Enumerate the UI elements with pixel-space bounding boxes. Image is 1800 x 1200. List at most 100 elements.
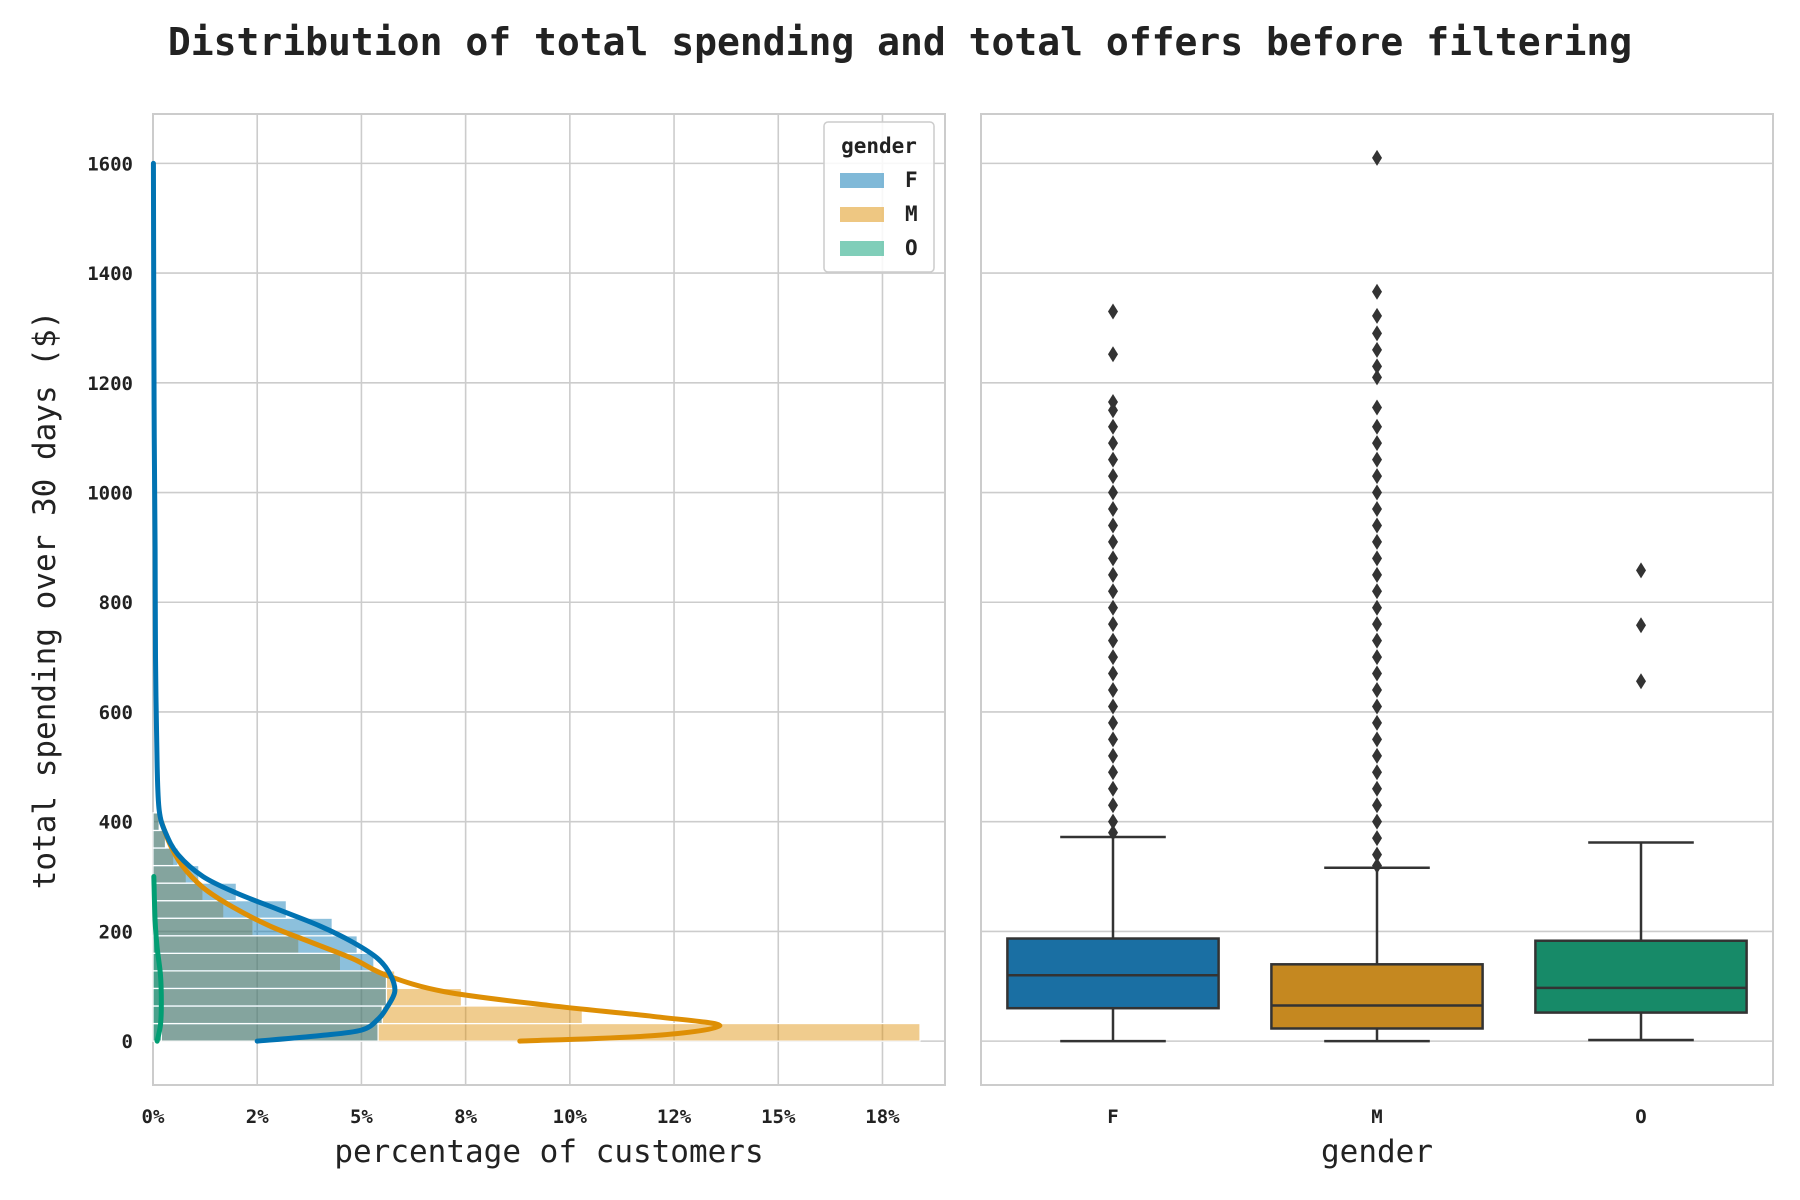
outlier-marker — [1372, 500, 1382, 517]
outlier-marker — [1372, 149, 1382, 166]
box-o — [1534, 562, 1748, 1042]
outlier-marker — [1372, 369, 1382, 386]
outlier-marker — [1372, 484, 1382, 501]
box-f — [1006, 303, 1220, 1043]
box-iqr — [1534, 939, 1748, 1014]
outlier-marker — [1372, 797, 1382, 814]
outlier-marker — [1372, 830, 1382, 847]
outlier-marker — [1372, 846, 1382, 863]
hist-bar-f — [152, 1005, 383, 1025]
outlier-marker — [1372, 533, 1382, 550]
outlier-marker — [1108, 484, 1118, 501]
box-iqr — [1006, 937, 1220, 1010]
outlier-marker — [1372, 283, 1382, 300]
outlier-marker — [1372, 550, 1382, 567]
outlier-marker — [1372, 341, 1382, 358]
y-tick-label: 1000 — [87, 483, 133, 505]
outlier-marker — [1372, 764, 1382, 781]
outlier-marker — [1372, 714, 1382, 731]
outlier-marker — [1108, 682, 1118, 699]
x-tick-label: 15% — [761, 1106, 796, 1128]
outlier-marker — [1108, 632, 1118, 649]
outlier-marker — [1372, 599, 1382, 616]
legend-label-m: M — [905, 202, 918, 226]
x-tick-label: O — [1635, 1106, 1646, 1128]
outlier-marker — [1372, 780, 1382, 797]
outlier-marker — [1108, 468, 1118, 485]
x-tick-label: 8% — [454, 1106, 477, 1128]
outlier-marker — [1372, 418, 1382, 435]
outlier-marker — [1372, 468, 1382, 485]
outlier-marker — [1108, 616, 1118, 633]
boxplot-panel: F M O gender — [980, 113, 1774, 1170]
outlier-marker — [1372, 747, 1382, 764]
outlier-marker — [1108, 698, 1118, 715]
outlier-marker — [1372, 358, 1382, 375]
y-tick-label: 600 — [99, 702, 133, 724]
outlier-marker — [1108, 714, 1118, 731]
outlier-marker — [1372, 813, 1382, 830]
outlier-marker — [1108, 566, 1118, 583]
outlier-marker — [1372, 517, 1382, 534]
histogram-panel: 0 200 400 600 800 1000 1200 1400 1600 0% 2% 5% 8% 10… — [27, 113, 946, 1170]
outlier-marker — [1372, 566, 1382, 583]
outlier-marker — [1108, 665, 1118, 682]
outlier-marker — [1636, 562, 1646, 579]
kde-line-f — [150, 160, 398, 1044]
outlier-marker — [1108, 500, 1118, 517]
y-tick-label: 800 — [99, 592, 133, 614]
outlier-marker — [1372, 682, 1382, 699]
legend-label-f: F — [905, 168, 918, 192]
histogram-kde-lines — [150, 160, 723, 1044]
outlier-marker — [1372, 698, 1382, 715]
x-tick-label: M — [1371, 1106, 1382, 1128]
outlier-marker — [1636, 617, 1646, 634]
y-tick-label: 0 — [122, 1031, 133, 1053]
y-tick-label: 400 — [99, 812, 133, 834]
x-tick-label: 0% — [142, 1106, 165, 1128]
x-axis-label-right: gender — [1321, 1134, 1433, 1170]
outlier-marker — [1108, 418, 1118, 435]
legend-swatch-f — [840, 173, 884, 188]
outlier-marker — [1636, 673, 1646, 690]
outlier-marker — [1372, 583, 1382, 600]
histogram-y-ticks: 0 200 400 600 800 1000 1200 1400 1600 — [87, 153, 133, 1053]
outlier-marker — [1372, 649, 1382, 666]
outlier-marker — [1108, 303, 1118, 320]
hist-bar-f — [152, 987, 388, 1007]
legend-label-o: O — [905, 236, 918, 260]
y-tick-label: 1400 — [87, 263, 133, 285]
outlier-marker — [1108, 764, 1118, 781]
outlier-marker — [1108, 402, 1118, 419]
x-tick-label: 18% — [865, 1106, 900, 1128]
outlier-marker — [1108, 813, 1118, 830]
outlier-marker — [1108, 435, 1118, 452]
outlier-marker — [1372, 307, 1382, 324]
outlier-marker — [1108, 451, 1118, 468]
outlier-marker — [1372, 325, 1382, 342]
histogram-plot-area — [152, 113, 946, 1086]
outlier-marker — [1108, 346, 1118, 363]
y-tick-label: 200 — [99, 921, 133, 943]
box-iqr — [1270, 963, 1484, 1030]
outlier-marker — [1108, 649, 1118, 666]
kde-line-o — [151, 874, 164, 1044]
histogram-bars — [152, 812, 921, 1042]
legend: gender F M O — [823, 121, 935, 273]
outlier-marker — [1108, 731, 1118, 748]
legend-swatch-m — [840, 207, 884, 222]
x-tick-label: 2% — [246, 1106, 269, 1128]
x-tick-label: 5% — [350, 1106, 373, 1128]
legend-title: gender — [841, 134, 917, 158]
y-tick-label: 1200 — [87, 373, 133, 395]
outlier-marker — [1108, 583, 1118, 600]
kde-line-m — [158, 819, 723, 1044]
box-m — [1270, 149, 1484, 1043]
figure-title: Distribution of total spending and total… — [168, 20, 1632, 64]
boxplot-boxes — [1006, 149, 1748, 1043]
legend-box — [823, 121, 935, 273]
outlier-marker — [1372, 731, 1382, 748]
outlier-marker — [1372, 399, 1382, 416]
